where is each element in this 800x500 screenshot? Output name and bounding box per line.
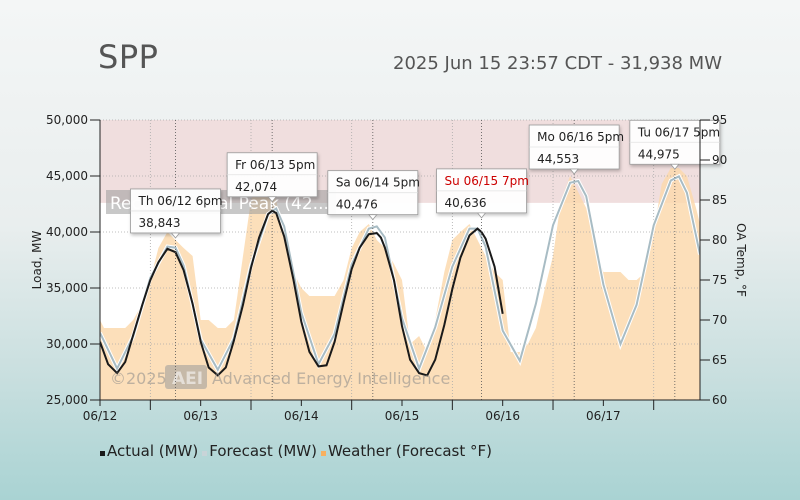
y2-tick-label: 65 xyxy=(712,353,727,367)
peak-tooltip-label: Su 06/15 7pm xyxy=(445,174,529,188)
peak-tooltip-label: Sa 06/14 5pm xyxy=(336,176,420,190)
y-tick-label: 50,000 xyxy=(46,113,88,127)
peak-tooltip-value: 44,975 xyxy=(638,147,680,161)
y2-tick-label: 70 xyxy=(712,313,727,327)
y-tick-label: 35,000 xyxy=(46,281,88,295)
peak-tooltip-pointer xyxy=(669,163,680,170)
legend-swatch-forecast xyxy=(202,450,208,456)
peak-tooltip-label: Fr 06/13 5pm xyxy=(235,158,315,172)
y-tick-label: 30,000 xyxy=(46,337,88,351)
y2-tick-label: 95 xyxy=(712,113,727,127)
legend-swatch-actual xyxy=(100,450,105,456)
peak-tooltip-pointer xyxy=(367,214,378,221)
legend-label-actual: Actual (MW) xyxy=(107,442,199,460)
peak-tooltip: Sa 06/14 5pm 40,476 xyxy=(327,170,420,221)
legend-label-forecast: Forecast (MW) xyxy=(209,442,317,460)
y-axis-title: Load, MW xyxy=(30,231,44,290)
page-title: SPP xyxy=(98,38,159,76)
peak-tooltip-label: Mo 06/16 5pm xyxy=(537,130,624,144)
y2-tick-label: 85 xyxy=(712,193,727,207)
peak-tooltip-value: 44,553 xyxy=(537,152,579,166)
x-tick-label: 06/15 xyxy=(385,409,420,423)
y-tick-label: 25,000 xyxy=(46,393,88,407)
peak-tooltip-value: 40,476 xyxy=(336,198,378,212)
peak-tooltip-value: 38,843 xyxy=(139,216,181,230)
peak-tooltip-label: Tu 06/17 5pm xyxy=(637,125,720,139)
watermark-copyright: ©2025 xyxy=(110,369,167,388)
y-tick-label: 40,000 xyxy=(46,225,88,239)
watermark-logo: AEI xyxy=(172,369,203,389)
watermark: ©2025 AEI Advanced Energy Intelligence xyxy=(110,365,450,389)
x-tick-label: 06/17 xyxy=(586,409,621,423)
peak-tooltip: Fr 06/13 5pm 42,074 xyxy=(226,152,318,203)
watermark-company: Advanced Energy Intelligence xyxy=(212,369,450,388)
y2-tick-label: 60 xyxy=(712,393,727,407)
chart-legend: Actual (MW) Forecast (MW) Weather (Forec… xyxy=(100,442,492,460)
actual-line xyxy=(100,209,504,377)
x-tick-label: 06/12 xyxy=(83,409,118,423)
x-tick-label: 06/16 xyxy=(485,409,520,423)
y2-tick-label: 75 xyxy=(712,273,727,287)
legend-swatch-weather xyxy=(320,450,326,456)
y2-tick-label: 80 xyxy=(712,233,727,247)
peak-tooltip: Tu 06/17 5pm 44,975 xyxy=(629,119,721,170)
y-tick-label: 45,000 xyxy=(46,169,88,183)
peak-tooltip-pointer xyxy=(569,168,579,175)
watermark-logo-bg xyxy=(165,365,207,389)
x-tick-label: 06/14 xyxy=(284,409,319,423)
peak-tooltip: Mo 06/16 5pm 44,553 xyxy=(528,124,624,175)
status-readout: 2025 Jun 15 23:57 CDT - 31,938 MW xyxy=(393,53,722,74)
legend-label-weather: Weather (Forecast °F) xyxy=(327,442,492,460)
y2-tick-label: 90 xyxy=(712,153,727,167)
peak-tooltip-label: Th 06/12 6pm xyxy=(138,194,223,208)
legend-item-weather[interactable]: Weather (Forecast °F) xyxy=(320,442,492,460)
y2-axis-title: OA Temp, °F xyxy=(734,223,748,297)
peak-tooltip: Th 06/12 6pm 38,843 xyxy=(130,188,223,239)
peak-tooltip-pointer xyxy=(476,212,487,219)
peak-tooltip-pointer xyxy=(267,196,277,203)
peak-tooltip-pointer xyxy=(170,232,181,239)
peak-tooltip-value: 42,074 xyxy=(235,180,277,194)
weather-area xyxy=(100,168,700,400)
peak-tooltip-value: 40,636 xyxy=(445,196,487,210)
peak-tooltip: Su 06/15 7pm 40,636 xyxy=(436,168,529,219)
x-tick-label: 06/13 xyxy=(183,409,218,423)
legend-item-actual[interactable]: Actual (MW) xyxy=(100,442,198,460)
legend-item-forecast[interactable]: Forecast (MW) xyxy=(202,442,317,460)
